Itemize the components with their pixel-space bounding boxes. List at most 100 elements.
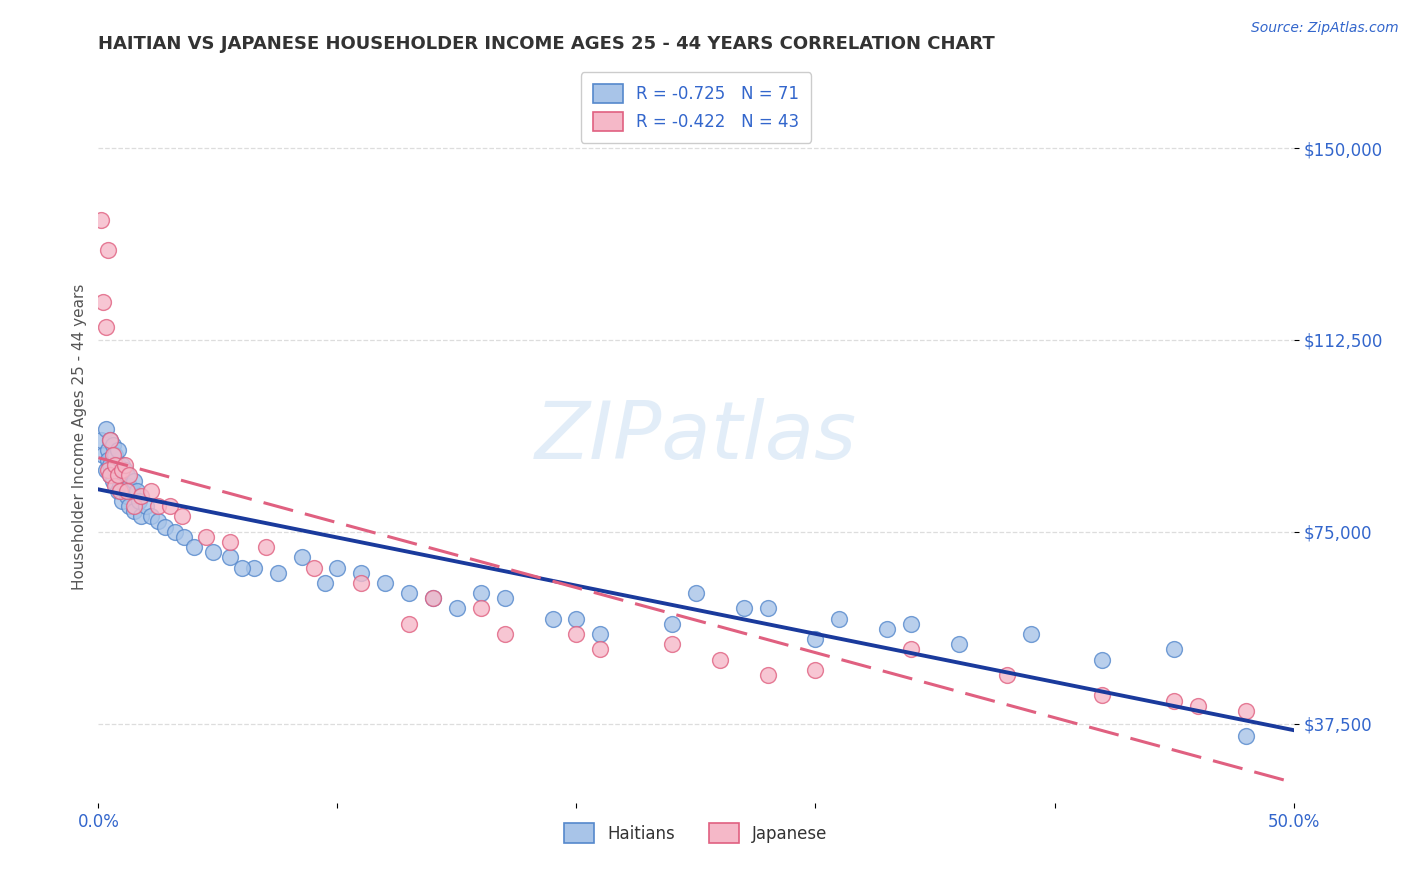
Point — [91, 448, 114, 462]
Point — [97, 244, 120, 258]
Point — [131, 489, 153, 503]
Point — [94, 422, 117, 436]
Point — [948, 637, 970, 651]
Point — [267, 566, 290, 580]
Point — [97, 453, 120, 467]
Point — [350, 566, 373, 580]
Text: HAITIAN VS JAPANESE HOUSEHOLDER INCOME AGES 25 - 44 YEARS CORRELATION CHART: HAITIAN VS JAPANESE HOUSEHOLDER INCOME A… — [98, 35, 995, 54]
Point — [219, 535, 242, 549]
Point — [98, 468, 122, 483]
Point — [494, 591, 516, 606]
Point — [422, 591, 444, 606]
Point — [118, 499, 141, 513]
Point — [111, 463, 134, 477]
Point — [1091, 652, 1114, 666]
Point — [243, 560, 266, 574]
Point — [398, 616, 420, 631]
Point — [118, 478, 141, 492]
Point — [101, 474, 124, 488]
Point — [470, 586, 492, 600]
Point — [111, 474, 134, 488]
Point — [494, 627, 516, 641]
Point — [828, 612, 851, 626]
Point — [128, 494, 150, 508]
Point — [1091, 689, 1114, 703]
Point — [661, 616, 683, 631]
Point — [91, 294, 114, 309]
Point — [101, 438, 124, 452]
Point — [350, 575, 373, 590]
Point — [101, 448, 124, 462]
Point — [131, 509, 153, 524]
Point — [107, 442, 129, 457]
Point — [98, 433, 122, 447]
Point — [685, 586, 707, 600]
Point — [1234, 729, 1257, 743]
Point — [661, 637, 683, 651]
Point — [733, 601, 755, 615]
Point — [326, 560, 349, 574]
Point — [446, 601, 468, 615]
Point — [398, 586, 420, 600]
Point — [98, 458, 122, 473]
Point — [195, 530, 218, 544]
Point — [98, 468, 122, 483]
Point — [422, 591, 444, 606]
Point — [202, 545, 225, 559]
Point — [90, 212, 112, 227]
Point — [148, 515, 170, 529]
Point — [315, 575, 337, 590]
Point — [254, 540, 277, 554]
Point — [107, 458, 129, 473]
Point — [219, 550, 242, 565]
Point — [172, 509, 194, 524]
Point — [94, 320, 117, 334]
Point — [589, 627, 612, 641]
Point — [1019, 627, 1042, 641]
Point — [135, 499, 157, 513]
Text: Source: ZipAtlas.com: Source: ZipAtlas.com — [1251, 21, 1399, 35]
Point — [1163, 642, 1185, 657]
Point — [139, 509, 162, 524]
Point — [876, 622, 898, 636]
Point — [114, 458, 136, 473]
Point — [124, 504, 146, 518]
Point — [94, 463, 117, 477]
Point — [111, 494, 134, 508]
Point — [104, 478, 127, 492]
Point — [804, 632, 827, 647]
Text: ZIPatlas: ZIPatlas — [534, 398, 858, 476]
Point — [107, 483, 129, 498]
Point — [1187, 698, 1209, 713]
Point — [90, 433, 112, 447]
Point — [108, 483, 131, 498]
Point — [291, 550, 314, 565]
Point — [115, 483, 138, 498]
Point — [231, 560, 253, 574]
Point — [115, 468, 138, 483]
Point — [125, 483, 148, 498]
Point — [121, 483, 143, 498]
Point — [104, 463, 127, 477]
Point — [139, 483, 162, 498]
Point — [108, 468, 131, 483]
Point — [541, 612, 564, 626]
Point — [900, 616, 922, 631]
Point — [1163, 693, 1185, 707]
Point — [111, 458, 134, 473]
Point — [302, 560, 325, 574]
Point — [115, 489, 138, 503]
Point — [173, 530, 195, 544]
Point — [98, 433, 122, 447]
Point — [163, 524, 186, 539]
Point — [124, 474, 146, 488]
Point — [804, 663, 827, 677]
Point — [104, 448, 127, 462]
Point — [470, 601, 492, 615]
Legend: Haitians, Japanese: Haitians, Japanese — [558, 817, 834, 849]
Point — [756, 668, 779, 682]
Point — [995, 668, 1018, 682]
Point — [114, 478, 136, 492]
Point — [709, 652, 731, 666]
Point — [97, 463, 120, 477]
